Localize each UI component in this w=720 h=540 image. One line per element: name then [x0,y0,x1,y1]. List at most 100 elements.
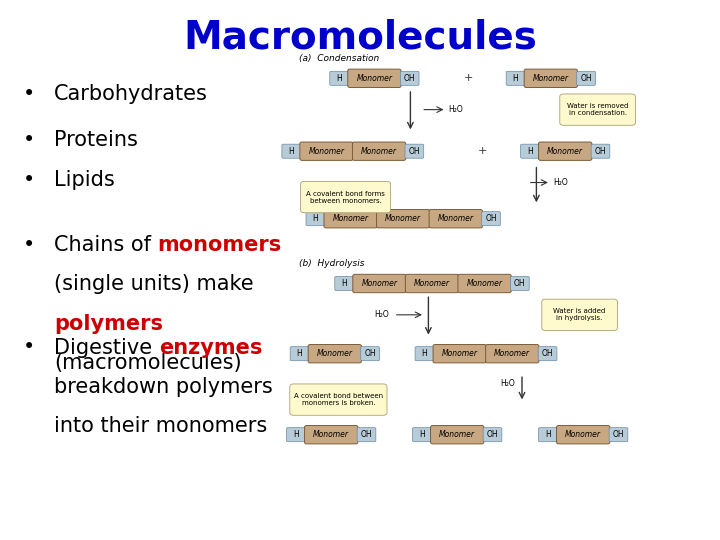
Text: polymers: polymers [54,314,163,334]
Text: (a)  Condensation: (a) Condensation [299,54,379,63]
FancyBboxPatch shape [524,69,577,87]
FancyBboxPatch shape [429,210,482,228]
Text: H: H [336,74,342,83]
Text: OH: OH [514,279,526,288]
FancyBboxPatch shape [539,428,557,442]
Text: H: H [312,214,318,223]
Text: Carbohydrates: Carbohydrates [54,84,208,104]
FancyBboxPatch shape [483,428,502,442]
Text: +: + [477,146,487,156]
FancyBboxPatch shape [308,345,361,363]
Text: Monomer: Monomer [439,430,475,439]
Text: OH: OH [595,147,606,156]
FancyBboxPatch shape [405,144,423,158]
FancyBboxPatch shape [485,345,539,363]
Text: •: • [22,84,35,104]
FancyBboxPatch shape [405,274,459,293]
Text: Lipids: Lipids [54,170,114,190]
Text: Macromolecules: Macromolecules [183,19,537,57]
FancyBboxPatch shape [361,347,379,361]
FancyBboxPatch shape [557,426,610,444]
Text: H₂O: H₂O [553,178,567,187]
FancyBboxPatch shape [353,274,406,293]
FancyBboxPatch shape [352,142,405,160]
Text: Monomer: Monomer [308,147,344,156]
FancyBboxPatch shape [324,210,377,228]
FancyBboxPatch shape [577,71,595,85]
Text: H: H [513,74,518,83]
FancyBboxPatch shape [305,426,358,444]
Text: Monomer: Monomer [414,279,450,288]
FancyBboxPatch shape [609,428,628,442]
Text: A covalent bond forms
between monomers.: A covalent bond forms between monomers. [306,191,385,204]
Text: •: • [22,170,35,190]
FancyBboxPatch shape [482,212,500,226]
Text: OH: OH [485,214,497,223]
FancyBboxPatch shape [506,71,525,85]
Text: monomers: monomers [158,235,282,255]
Text: H: H [289,147,294,156]
Text: Monomer: Monomer [442,349,478,358]
Text: Monomer: Monomer [565,430,601,439]
Text: H: H [293,430,299,439]
FancyBboxPatch shape [591,144,610,158]
Text: enzymes: enzymes [158,338,262,357]
FancyBboxPatch shape [458,274,511,293]
Text: H: H [297,349,302,358]
Text: (macromolecules): (macromolecules) [54,353,242,373]
FancyBboxPatch shape [290,347,309,361]
Text: Monomer: Monomer [313,430,349,439]
FancyBboxPatch shape [287,428,305,442]
Text: Water is removed
in condensation.: Water is removed in condensation. [567,103,629,116]
FancyBboxPatch shape [539,142,592,160]
FancyBboxPatch shape [433,345,487,363]
Text: OH: OH [404,74,415,83]
Text: OH: OH [487,430,498,439]
Text: Monomer: Monomer [494,349,530,358]
FancyBboxPatch shape [377,210,430,228]
FancyBboxPatch shape [306,212,325,226]
Text: Monomer: Monomer [547,147,583,156]
FancyBboxPatch shape [357,428,376,442]
Text: H: H [545,430,551,439]
FancyBboxPatch shape [510,276,529,291]
Text: OH: OH [361,430,372,439]
Text: Monomer: Monomer [385,214,421,223]
Text: Proteins: Proteins [54,130,138,150]
Text: (b)  Hydrolysis: (b) Hydrolysis [299,259,364,268]
Text: Monomer: Monomer [356,74,392,83]
FancyBboxPatch shape [289,384,387,415]
FancyBboxPatch shape [560,94,636,125]
Text: Monomer: Monomer [361,147,397,156]
Text: Monomer: Monomer [438,214,474,223]
Text: Chains of: Chains of [54,235,158,255]
Text: +: + [463,73,473,83]
Text: into their monomers: into their monomers [54,416,267,436]
Text: •: • [22,130,35,150]
FancyBboxPatch shape [330,71,348,85]
FancyBboxPatch shape [541,299,618,330]
Text: A covalent bond between
monomers is broken.: A covalent bond between monomers is brok… [294,393,383,406]
Text: H: H [341,279,347,288]
Text: •: • [22,338,35,357]
Text: H₂O: H₂O [374,310,389,319]
Text: H₂O: H₂O [500,379,515,388]
Text: H: H [419,430,425,439]
Text: H: H [422,349,427,358]
Text: breakdown polymers: breakdown polymers [54,377,273,397]
Text: OH: OH [364,349,376,358]
Text: H: H [527,147,533,156]
FancyBboxPatch shape [431,426,484,444]
Text: Monomer: Monomer [317,349,353,358]
Text: OH: OH [408,147,420,156]
FancyBboxPatch shape [348,69,401,87]
Text: Monomer: Monomer [467,279,503,288]
Text: OH: OH [541,349,554,358]
Text: •: • [22,235,35,255]
FancyBboxPatch shape [539,347,557,361]
FancyBboxPatch shape [301,181,390,213]
Text: Monomer: Monomer [361,279,397,288]
Text: OH: OH [613,430,624,439]
Text: Water is added
in hydrolysis.: Water is added in hydrolysis. [554,308,606,321]
FancyBboxPatch shape [400,71,419,85]
